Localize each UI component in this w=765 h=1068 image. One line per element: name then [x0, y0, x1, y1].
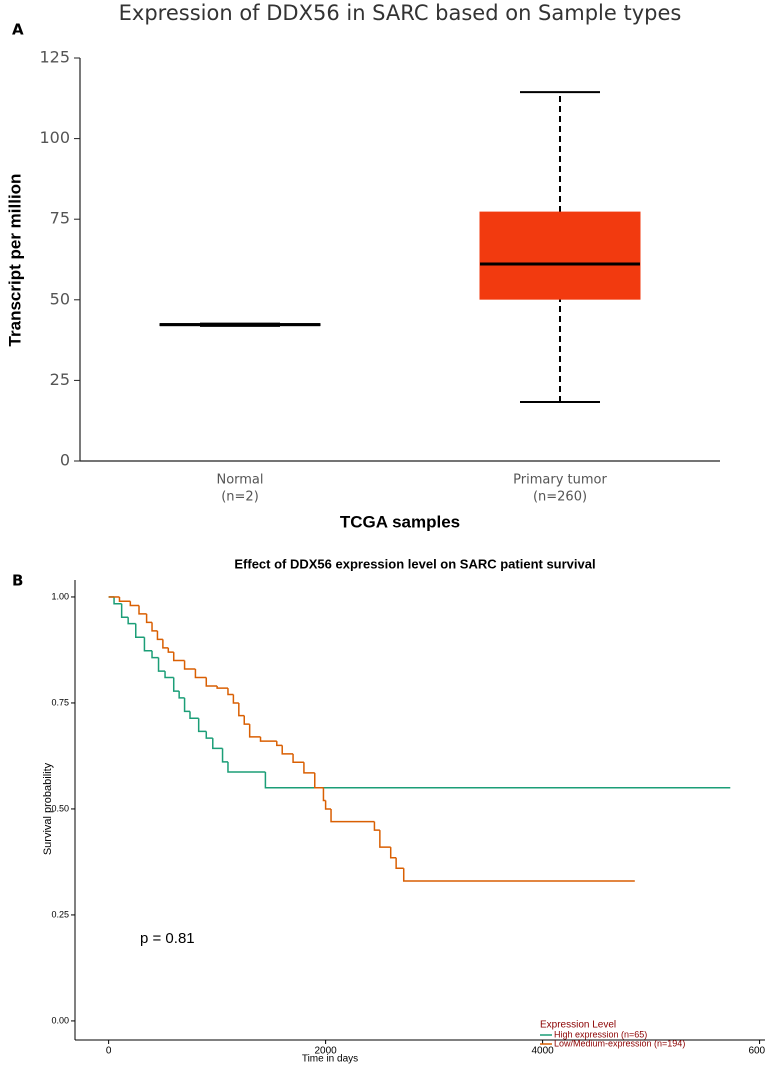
x-tick-label: 2000	[314, 1046, 337, 1057]
survival-step	[379, 830, 391, 848]
x-axis-label: TCGA samples	[340, 512, 460, 531]
x-tick-label: 0	[106, 1046, 112, 1057]
survival-step	[135, 623, 145, 638]
survival-step	[205, 677, 218, 687]
survival-step	[227, 688, 234, 696]
survival-step	[118, 596, 131, 602]
survival-step	[264, 772, 731, 789]
survival-step	[243, 715, 250, 725]
survival-step	[156, 630, 163, 641]
survival-step	[172, 677, 180, 692]
y-tick-label: 1.00	[51, 591, 69, 601]
survival-step	[373, 821, 380, 831]
survival-step	[221, 748, 228, 763]
survival-step	[113, 596, 122, 605]
survival-step	[330, 808, 375, 823]
survival-step	[322, 787, 326, 802]
survival-step	[143, 637, 153, 652]
survival-step	[120, 603, 129, 619]
y-tick-label: 25	[50, 370, 70, 389]
y-tick-label: 125	[39, 48, 70, 67]
survival-step	[276, 741, 283, 747]
y-tick-label: 0.75	[51, 697, 69, 707]
y-axis-label: Survival probability	[42, 762, 54, 855]
survival-step	[127, 617, 136, 625]
legend-label: High expression (n=65)	[554, 1029, 647, 1039]
y-tick-label: 0	[60, 451, 70, 470]
survival-step	[167, 647, 174, 653]
y-tick-label: 0.00	[51, 1015, 69, 1025]
survival-step	[205, 731, 213, 739]
box	[479, 211, 641, 300]
y-tick-label: 100	[39, 128, 70, 147]
survival-step	[157, 657, 166, 672]
survival-step	[324, 800, 332, 810]
survival-step	[238, 702, 245, 717]
survival-step	[162, 639, 169, 649]
survival-step	[303, 762, 315, 774]
survival-step	[189, 711, 199, 719]
survival-step	[292, 753, 304, 764]
y-axis-label: Transcript per million	[5, 174, 24, 347]
x-tick-count: (n=260)	[533, 490, 587, 505]
survival-step	[138, 605, 147, 615]
survival-step	[145, 613, 153, 624]
survival-step	[172, 652, 185, 662]
survival-step	[395, 857, 404, 870]
y-tick-label: 75	[50, 209, 70, 228]
survival-step	[151, 622, 158, 632]
legend-label: Low/Medium-expression (n=194)	[554, 1038, 685, 1048]
survival-step	[183, 697, 190, 713]
legend-title: Expression Level	[540, 1020, 616, 1031]
survival-step	[178, 691, 185, 699]
x-tick-count: (n=2)	[221, 490, 259, 505]
survival-step	[259, 736, 277, 742]
annotation: p = 0.81	[140, 930, 195, 947]
chart-title: Expression of DDX56 in SARC based on Sam…	[119, 1, 682, 25]
survival-step	[389, 847, 397, 859]
y-tick-label: 50	[50, 289, 70, 308]
survival-step	[248, 724, 261, 738]
survival-step	[197, 718, 207, 733]
x-tick-label: 6000	[748, 1046, 765, 1057]
y-tick-label: 0.50	[51, 803, 69, 813]
survival-step	[212, 738, 223, 750]
survival-step	[183, 660, 196, 670]
x-tick-label: 4000	[531, 1046, 554, 1057]
survival-step	[402, 868, 635, 882]
panel-label: B	[12, 572, 23, 590]
survival-step	[314, 772, 324, 789]
survival-step	[151, 650, 159, 659]
y-tick-label: 0.25	[51, 909, 69, 919]
survival-step	[281, 745, 294, 755]
x-tick-label: Normal	[216, 473, 263, 488]
chart-title: Effect of DDX56 expression level on SARC…	[234, 556, 595, 571]
x-tick-label: Primary tumor	[513, 473, 607, 488]
survival-step	[129, 601, 140, 607]
panel-label: A	[12, 21, 24, 39]
survival-step	[194, 669, 207, 679]
survival-step	[227, 761, 266, 773]
x-axis-label: Time in days	[302, 1054, 358, 1065]
survival-step	[164, 671, 174, 679]
survival-step	[216, 685, 228, 689]
survival-step	[232, 694, 239, 704]
